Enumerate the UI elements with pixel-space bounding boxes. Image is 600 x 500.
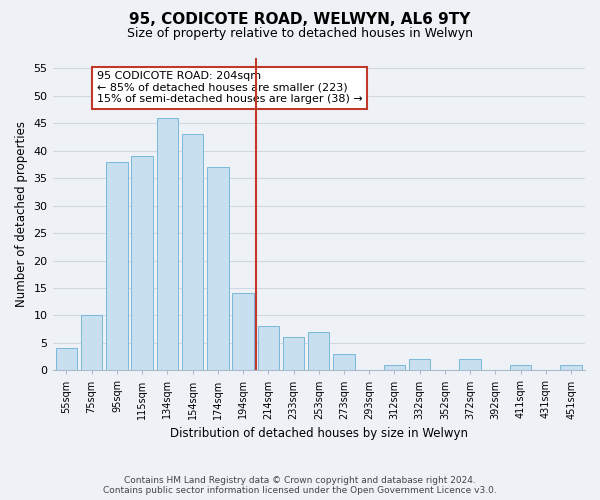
Bar	[157, 118, 178, 370]
Text: 95, CODICOTE ROAD, WELWYN, AL6 9TY: 95, CODICOTE ROAD, WELWYN, AL6 9TY	[130, 12, 470, 28]
Bar	[333, 354, 355, 370]
Bar	[510, 365, 532, 370]
Bar	[409, 360, 430, 370]
Text: Size of property relative to detached houses in Welwyn: Size of property relative to detached ho…	[127, 28, 473, 40]
Bar	[283, 338, 304, 370]
Bar	[56, 348, 77, 370]
Bar	[182, 134, 203, 370]
Bar	[81, 316, 103, 370]
Text: Contains HM Land Registry data © Crown copyright and database right 2024.
Contai: Contains HM Land Registry data © Crown c…	[103, 476, 497, 495]
Bar	[560, 365, 582, 370]
Bar	[460, 360, 481, 370]
Bar	[232, 294, 254, 370]
Text: 95 CODICOTE ROAD: 204sqm
← 85% of detached houses are smaller (223)
15% of semi-: 95 CODICOTE ROAD: 204sqm ← 85% of detach…	[97, 71, 362, 104]
Bar	[131, 156, 153, 370]
Bar	[106, 162, 128, 370]
X-axis label: Distribution of detached houses by size in Welwyn: Distribution of detached houses by size …	[170, 427, 468, 440]
Bar	[308, 332, 329, 370]
Bar	[207, 167, 229, 370]
Bar	[257, 326, 279, 370]
Bar	[384, 365, 405, 370]
Y-axis label: Number of detached properties: Number of detached properties	[15, 121, 28, 307]
